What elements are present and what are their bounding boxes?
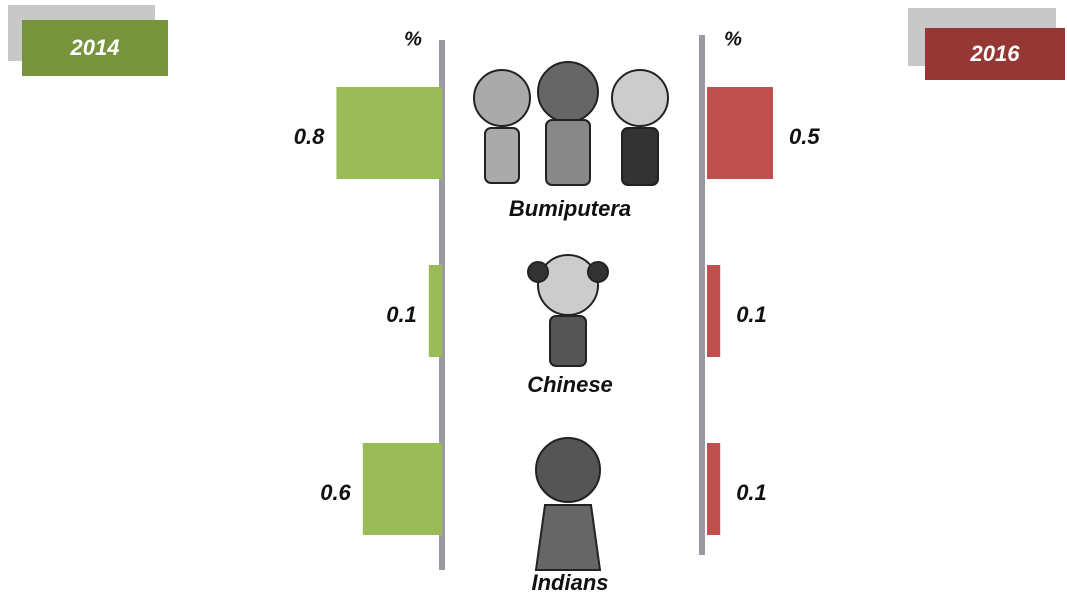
value-label: 0.1 xyxy=(736,480,767,505)
series-tag xyxy=(925,28,1065,80)
bar xyxy=(707,443,721,535)
value-label: 0.6 xyxy=(320,480,351,505)
category-label: Chinese xyxy=(527,372,613,397)
legend-label: 2016 xyxy=(970,41,1021,66)
bar xyxy=(707,265,721,357)
value-label: 0.5 xyxy=(789,124,820,149)
axis-label: % xyxy=(404,28,422,50)
bar xyxy=(362,443,442,535)
axis-line xyxy=(699,35,705,555)
value-label: 0.1 xyxy=(386,302,417,327)
legend-label: 2014 xyxy=(70,35,120,60)
bar xyxy=(707,87,773,179)
value-label: 0.8 xyxy=(294,124,325,149)
illustration xyxy=(473,61,669,571)
axis-label: % xyxy=(724,28,742,50)
category-label: Indians xyxy=(531,570,608,595)
category-label: Bumiputera xyxy=(509,196,631,221)
series-tag xyxy=(22,20,168,76)
value-label: 0.1 xyxy=(736,302,767,327)
bar xyxy=(428,265,442,357)
bar xyxy=(336,87,442,179)
